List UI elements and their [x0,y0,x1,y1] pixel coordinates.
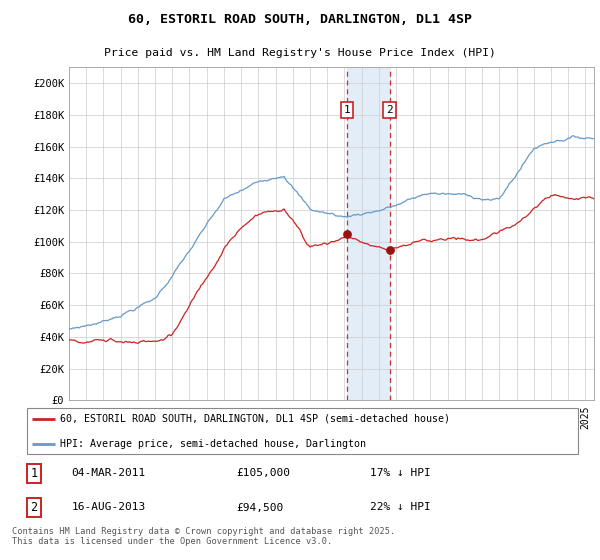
Text: 1: 1 [31,467,38,480]
Text: 22% ↓ HPI: 22% ↓ HPI [370,502,431,512]
Text: 1: 1 [344,105,351,115]
Text: HPI: Average price, semi-detached house, Darlington: HPI: Average price, semi-detached house,… [60,439,366,449]
FancyBboxPatch shape [27,408,578,454]
Text: £94,500: £94,500 [236,502,283,512]
Text: 04-MAR-2011: 04-MAR-2011 [71,468,146,478]
Text: 60, ESTORIL ROAD SOUTH, DARLINGTON, DL1 4SP (semi-detached house): 60, ESTORIL ROAD SOUTH, DARLINGTON, DL1 … [60,414,450,423]
Text: Contains HM Land Registry data © Crown copyright and database right 2025.
This d: Contains HM Land Registry data © Crown c… [12,527,395,547]
Text: Price paid vs. HM Land Registry's House Price Index (HPI): Price paid vs. HM Land Registry's House … [104,48,496,58]
Text: 16-AUG-2013: 16-AUG-2013 [71,502,146,512]
Bar [347,67,389,400]
Point [343,230,352,239]
Text: 17% ↓ HPI: 17% ↓ HPI [370,468,431,478]
Text: 2: 2 [31,501,38,514]
Point [385,246,394,255]
Text: £105,000: £105,000 [236,468,290,478]
Text: 2: 2 [386,105,393,115]
Text: 60, ESTORIL ROAD SOUTH, DARLINGTON, DL1 4SP: 60, ESTORIL ROAD SOUTH, DARLINGTON, DL1 … [128,13,472,26]
